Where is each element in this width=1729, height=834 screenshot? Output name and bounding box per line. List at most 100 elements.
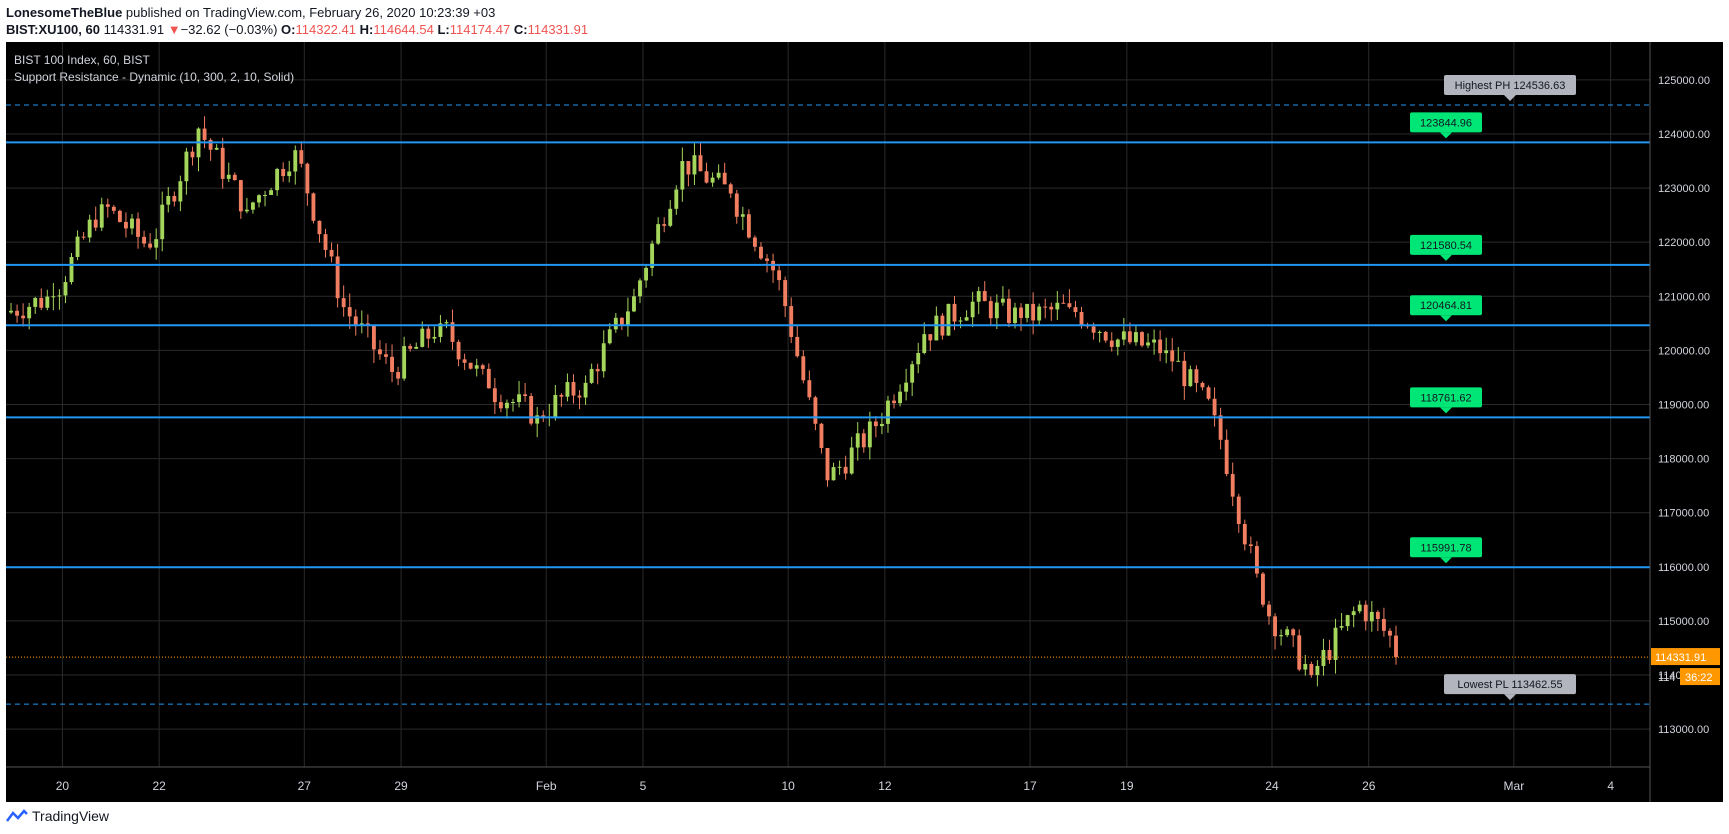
candle[interactable] [251, 201, 255, 214]
candle[interactable] [414, 342, 419, 350]
candle[interactable] [1000, 286, 1005, 306]
candle[interactable] [813, 395, 818, 431]
candle[interactable] [632, 288, 636, 313]
candle[interactable] [287, 160, 292, 183]
candle[interactable] [849, 436, 854, 475]
candle[interactable] [861, 429, 866, 453]
candle[interactable] [1345, 614, 1350, 631]
legend-title[interactable]: BIST 100 Index, 60, BIST [14, 53, 151, 67]
candle[interactable] [982, 281, 987, 302]
candle[interactable] [378, 340, 382, 360]
candle[interactable] [281, 162, 286, 182]
candle[interactable] [456, 339, 461, 367]
candle[interactable] [922, 322, 927, 355]
candle[interactable] [166, 186, 171, 213]
candle[interactable] [892, 394, 896, 409]
candle[interactable] [329, 242, 334, 263]
candle[interactable] [1103, 330, 1108, 343]
candle[interactable] [1375, 610, 1380, 632]
candle[interactable] [825, 447, 830, 487]
candle[interactable] [601, 330, 606, 378]
candle[interactable] [33, 296, 38, 314]
candle[interactable] [87, 214, 92, 243]
candle[interactable] [226, 162, 231, 183]
candle[interactable] [232, 172, 237, 181]
candle[interactable] [335, 243, 340, 308]
candle[interactable] [692, 143, 697, 186]
candle[interactable] [674, 185, 679, 215]
candle[interactable] [9, 302, 13, 315]
candle[interactable] [438, 314, 443, 343]
candle[interactable] [752, 235, 757, 252]
candle[interactable] [946, 303, 951, 336]
candle[interactable] [299, 141, 304, 168]
candle[interactable] [686, 160, 691, 187]
candle[interactable] [317, 220, 322, 243]
candle[interactable] [1200, 381, 1205, 391]
candle[interactable] [81, 231, 86, 240]
candle[interactable] [293, 145, 298, 185]
candle[interactable] [353, 309, 358, 336]
legend-indicator[interactable]: Support Resistance - Dynamic (10, 300, 2… [14, 70, 294, 84]
candle[interactable] [99, 197, 104, 231]
candle[interactable] [559, 393, 564, 407]
candle[interactable] [910, 360, 915, 396]
candle[interactable] [1019, 303, 1023, 331]
candle[interactable] [269, 187, 274, 196]
candle[interactable] [607, 323, 612, 345]
candle[interactable] [1194, 365, 1199, 393]
candle[interactable] [855, 422, 860, 461]
candle[interactable] [75, 230, 80, 261]
candle[interactable] [474, 358, 479, 377]
candle[interactable] [740, 206, 745, 231]
candle[interactable] [837, 460, 842, 475]
candle[interactable] [432, 326, 437, 343]
candle-series[interactable] [9, 116, 1398, 687]
candle[interactable] [1031, 292, 1036, 335]
price-axis[interactable]: 125000.00 124000.00 123000.00 122000.00 1210… [1658, 75, 1710, 736]
candle[interactable] [311, 192, 316, 224]
candle[interactable] [486, 363, 491, 389]
candle[interactable] [371, 324, 376, 364]
candle[interactable] [1248, 536, 1253, 554]
candle[interactable] [583, 375, 588, 405]
candle[interactable] [886, 395, 890, 433]
candle[interactable] [263, 190, 267, 207]
candle[interactable] [1254, 541, 1259, 578]
candle[interactable] [160, 191, 165, 252]
candle[interactable] [69, 253, 74, 285]
candle[interactable] [1158, 330, 1163, 362]
candle[interactable] [111, 204, 116, 214]
candle[interactable] [819, 422, 824, 454]
candle[interactable] [1121, 317, 1126, 346]
candle[interactable] [15, 304, 20, 323]
candle[interactable] [123, 212, 128, 238]
candle[interactable] [444, 319, 449, 329]
candle[interactable] [529, 393, 534, 426]
candle[interactable] [613, 312, 618, 333]
candle[interactable] [1007, 289, 1011, 328]
candle[interactable] [347, 293, 352, 329]
footer-brand[interactable]: TradingView [6, 806, 109, 826]
candle[interactable] [668, 200, 673, 228]
candle[interactable] [45, 289, 50, 311]
candle[interactable] [777, 265, 782, 291]
candle[interactable] [1339, 613, 1344, 631]
candle[interactable] [662, 217, 667, 233]
candle[interactable] [148, 233, 153, 250]
candle[interactable] [680, 147, 685, 202]
candle[interactable] [988, 296, 993, 326]
candle[interactable] [1176, 347, 1181, 362]
candle[interactable] [1182, 351, 1187, 400]
candle[interactable] [1188, 365, 1193, 387]
candle[interactable] [244, 197, 249, 214]
candle[interactable] [789, 297, 794, 344]
candle[interactable] [1369, 601, 1374, 632]
candle[interactable] [746, 209, 751, 239]
candle[interactable] [807, 370, 812, 401]
candle[interactable] [275, 167, 280, 196]
candle[interactable] [765, 254, 769, 273]
candle[interactable] [710, 172, 715, 187]
candle[interactable] [184, 147, 189, 195]
candle[interactable] [130, 213, 134, 235]
